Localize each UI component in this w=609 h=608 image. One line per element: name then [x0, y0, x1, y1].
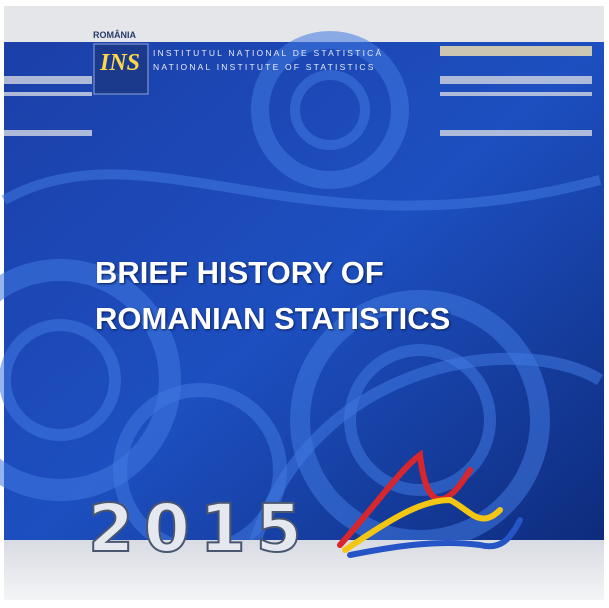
institute-name-ro: INSTITUTUL NAȚIONAL DE STATISTICĂ	[153, 48, 383, 58]
title-line: ROMANIAN STATISTICS	[95, 296, 450, 342]
institute-name-en: NATIONAL INSTITUTE OF STATISTICS	[153, 62, 376, 72]
year: 2015	[88, 490, 312, 567]
logo-mark: INS	[100, 50, 140, 77]
book-cover: ROMÂNIA INS INSTITUTUL NAȚIONAL DE STATI…	[0, 0, 609, 608]
title-line: BRIEF HISTORY OF	[95, 250, 450, 296]
country-label: ROMÂNIA	[93, 30, 136, 40]
cover-title: BRIEF HISTORY OF ROMANIAN STATISTICS	[95, 250, 450, 342]
